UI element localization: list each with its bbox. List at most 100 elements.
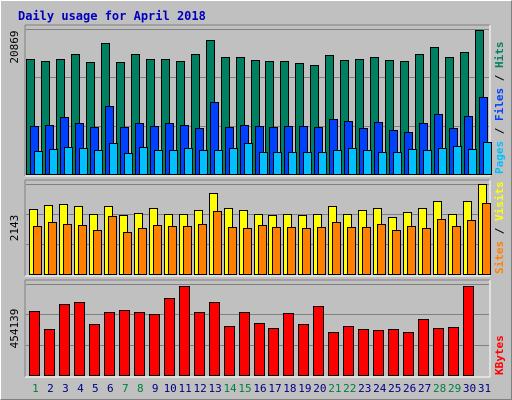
x-tick-label: 27 — [418, 382, 431, 395]
bar-pages-day-20 — [318, 152, 327, 175]
bar-kbytes-day-18 — [283, 313, 294, 376]
bar-pages-day-16 — [259, 152, 268, 175]
bar-pages-day-7 — [124, 153, 133, 175]
x-tick-label: 30 — [463, 382, 476, 395]
bar-pages-day-1 — [34, 151, 43, 175]
bar-kbytes-day-23 — [358, 329, 369, 376]
x-tick-label: 14 — [223, 382, 237, 395]
legend-part: Pages — [493, 141, 506, 174]
bar-kbytes-day-7 — [119, 310, 130, 376]
x-tick-label: 26 — [403, 382, 416, 395]
bar-sites-day-6 — [108, 216, 117, 275]
bar-pages-day-31 — [483, 142, 492, 175]
bar-sites-day-25 — [392, 230, 401, 275]
bar-pages-day-19 — [303, 152, 312, 175]
bar-kbytes-day-8 — [134, 312, 145, 376]
bar-kbytes-day-16 — [254, 323, 265, 376]
bar-sites-day-28 — [437, 219, 446, 275]
bar-pages-day-5 — [94, 150, 103, 175]
legend-part: Files — [493, 88, 506, 121]
bar-pages-day-2 — [49, 149, 58, 175]
bar-kbytes-day-11 — [179, 286, 190, 376]
x-tick-label: 23 — [358, 382, 371, 395]
bar-kbytes-day-27 — [418, 319, 429, 376]
x-tick-label: 6 — [107, 382, 114, 395]
legend-part: Visits — [493, 181, 506, 221]
x-tick-label: 31 — [478, 382, 491, 395]
x-tick-label: 22 — [343, 382, 356, 395]
bar-kbytes-day-25 — [388, 329, 399, 376]
panel-bottom: 454139 KBytes — [8, 279, 506, 378]
bar-pages-day-17 — [273, 152, 282, 175]
legend-part: / — [493, 121, 506, 141]
series-legend-label: KBytes — [493, 335, 506, 375]
bar-kbytes-day-24 — [373, 330, 384, 376]
legend-part: / — [493, 68, 506, 88]
bar-pages-day-22 — [348, 148, 357, 175]
bar-sites-day-22 — [347, 227, 356, 275]
bar-sites-day-8 — [138, 228, 147, 275]
y-axis-max-label: 20869 — [8, 30, 21, 63]
bar-pages-day-26 — [408, 149, 417, 175]
bar-sites-day-21 — [332, 222, 341, 275]
bar-pages-day-14 — [229, 148, 238, 175]
chart-title: Daily usage for April 2018 — [18, 9, 206, 23]
bar-sites-day-23 — [362, 227, 371, 275]
bar-sites-day-2 — [48, 222, 57, 275]
bar-kbytes-day-9 — [149, 314, 160, 376]
bar-kbytes-day-12 — [194, 312, 205, 376]
x-tick-label: 12 — [194, 382, 207, 395]
bar-kbytes-day-13 — [209, 302, 220, 376]
bar-pages-day-4 — [79, 148, 88, 175]
bar-kbytes-day-21 — [328, 332, 339, 376]
x-tick-label: 13 — [208, 382, 221, 395]
x-tick-label: 4 — [77, 382, 84, 395]
bar-kbytes-day-2 — [44, 329, 55, 376]
bar-sites-day-26 — [407, 226, 416, 275]
bar-kbytes-day-3 — [59, 304, 70, 376]
x-tick-label: 7 — [122, 382, 129, 395]
x-tick-label: 20 — [313, 382, 326, 395]
bar-kbytes-day-22 — [343, 326, 354, 376]
legend-part: / — [493, 221, 506, 241]
x-axis-labels: 1 2 3 4 5 6 7 8 9 10 11 12 13 14 15 16 17 18 19 20 21 22 23 24 2… — [32, 382, 491, 395]
x-tick-label: 25 — [388, 382, 401, 395]
x-tick-label: 28 — [433, 382, 446, 395]
x-tick-label: 9 — [152, 382, 159, 395]
x-tick-label: 1 — [32, 382, 39, 395]
bar-kbytes-day-20 — [313, 306, 324, 376]
bar-sites-day-13 — [213, 211, 222, 275]
bar-kbytes-day-14 — [224, 326, 235, 376]
bar-kbytes-day-28 — [433, 328, 444, 376]
bar-sites-day-20 — [317, 227, 326, 275]
x-tick-label: 5 — [92, 382, 99, 395]
bar-pages-day-11 — [184, 148, 193, 175]
bar-kbytes-day-19 — [298, 324, 309, 376]
legend-part: Hits — [493, 42, 506, 69]
bar-sites-day-4 — [78, 225, 87, 275]
bar-pages-day-18 — [288, 152, 297, 175]
bar-kbytes-day-15 — [239, 312, 250, 376]
bar-sites-day-12 — [198, 224, 207, 275]
series-legend-label: Pages / Files / Hits — [493, 42, 506, 175]
bar-kbytes-day-4 — [74, 302, 85, 376]
bar-kbytes-day-29 — [448, 327, 459, 376]
x-tick-label: 3 — [62, 382, 69, 395]
bar-pages-day-29 — [453, 146, 462, 175]
bar-pages-day-25 — [393, 152, 402, 175]
x-tick-label: 16 — [253, 382, 266, 395]
bar-kbytes-day-26 — [403, 332, 414, 376]
bar-sites-day-24 — [377, 224, 386, 275]
bar-pages-day-12 — [199, 150, 208, 175]
bar-sites-day-27 — [422, 228, 431, 275]
x-tick-label: 19 — [298, 382, 311, 395]
bar-pages-day-30 — [468, 149, 477, 175]
bar-sites-day-30 — [467, 220, 476, 275]
x-tick-label: 29 — [448, 382, 461, 395]
bar-sites-day-17 — [272, 227, 281, 275]
x-tick-label: 2 — [47, 382, 54, 395]
x-tick-label: 8 — [137, 382, 144, 395]
bar-sites-day-16 — [258, 225, 267, 275]
bar-pages-day-10 — [169, 150, 178, 175]
bar-kbytes-day-17 — [268, 328, 279, 376]
